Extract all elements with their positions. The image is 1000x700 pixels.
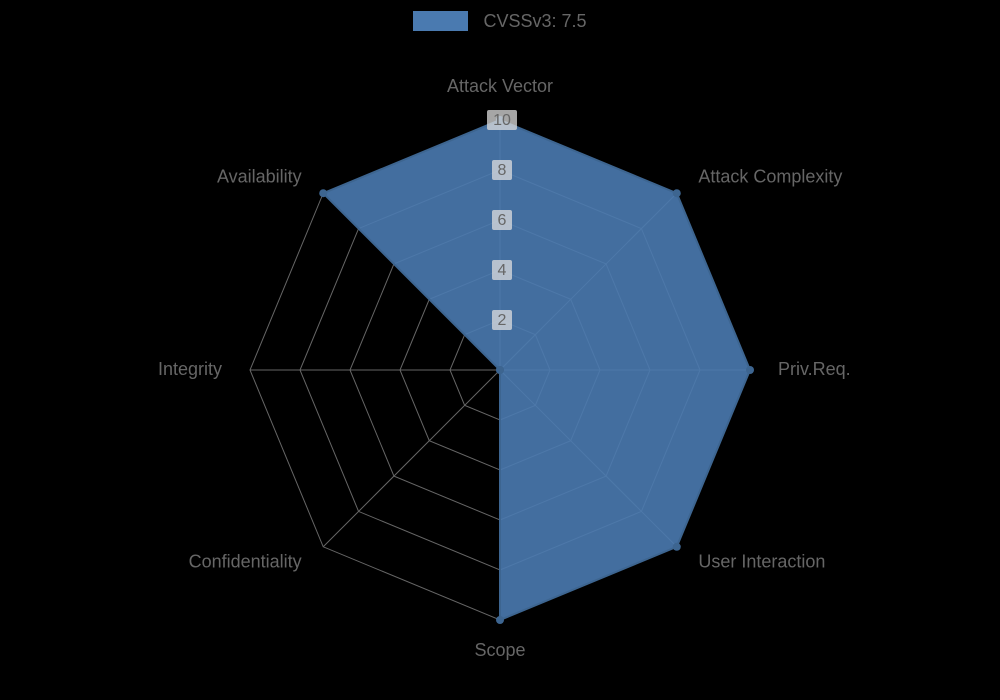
series-point <box>673 543 681 551</box>
radar-chart-svg: 2 4 6 8 10 Attack Vector Attack Complexity Priv… <box>0 0 1000 700</box>
tick-label: 6 <box>498 212 507 229</box>
series-point <box>496 366 504 374</box>
legend-swatch <box>413 11 468 31</box>
radar-spoke <box>323 370 500 547</box>
axis-label: Priv.Req. <box>778 359 851 379</box>
axis-label: Availability <box>217 167 302 187</box>
tick-label: 8 <box>498 162 507 179</box>
legend-label: CVSSv3: 7.5 <box>483 11 586 31</box>
axis-label: User Interaction <box>698 551 825 571</box>
tick-label: 10 <box>493 112 511 129</box>
tick-label: 2 <box>498 312 507 329</box>
axis-label: Attack Vector <box>447 76 553 96</box>
series-point <box>746 366 754 374</box>
axis-label: Integrity <box>158 359 222 379</box>
radar-chart-container: CVSSv3: 7.5 2 4 6 8 10 Attack Vector Attack Co… <box>0 0 1000 700</box>
axis-label: Scope <box>474 640 525 660</box>
chart-legend: CVSSv3: 7.5 <box>0 10 1000 32</box>
tick-label: 4 <box>498 262 507 279</box>
axis-label: Confidentiality <box>189 551 302 571</box>
series-point <box>496 616 504 624</box>
series-point <box>319 189 327 197</box>
axis-label: Attack Complexity <box>698 167 842 187</box>
series-point <box>673 189 681 197</box>
